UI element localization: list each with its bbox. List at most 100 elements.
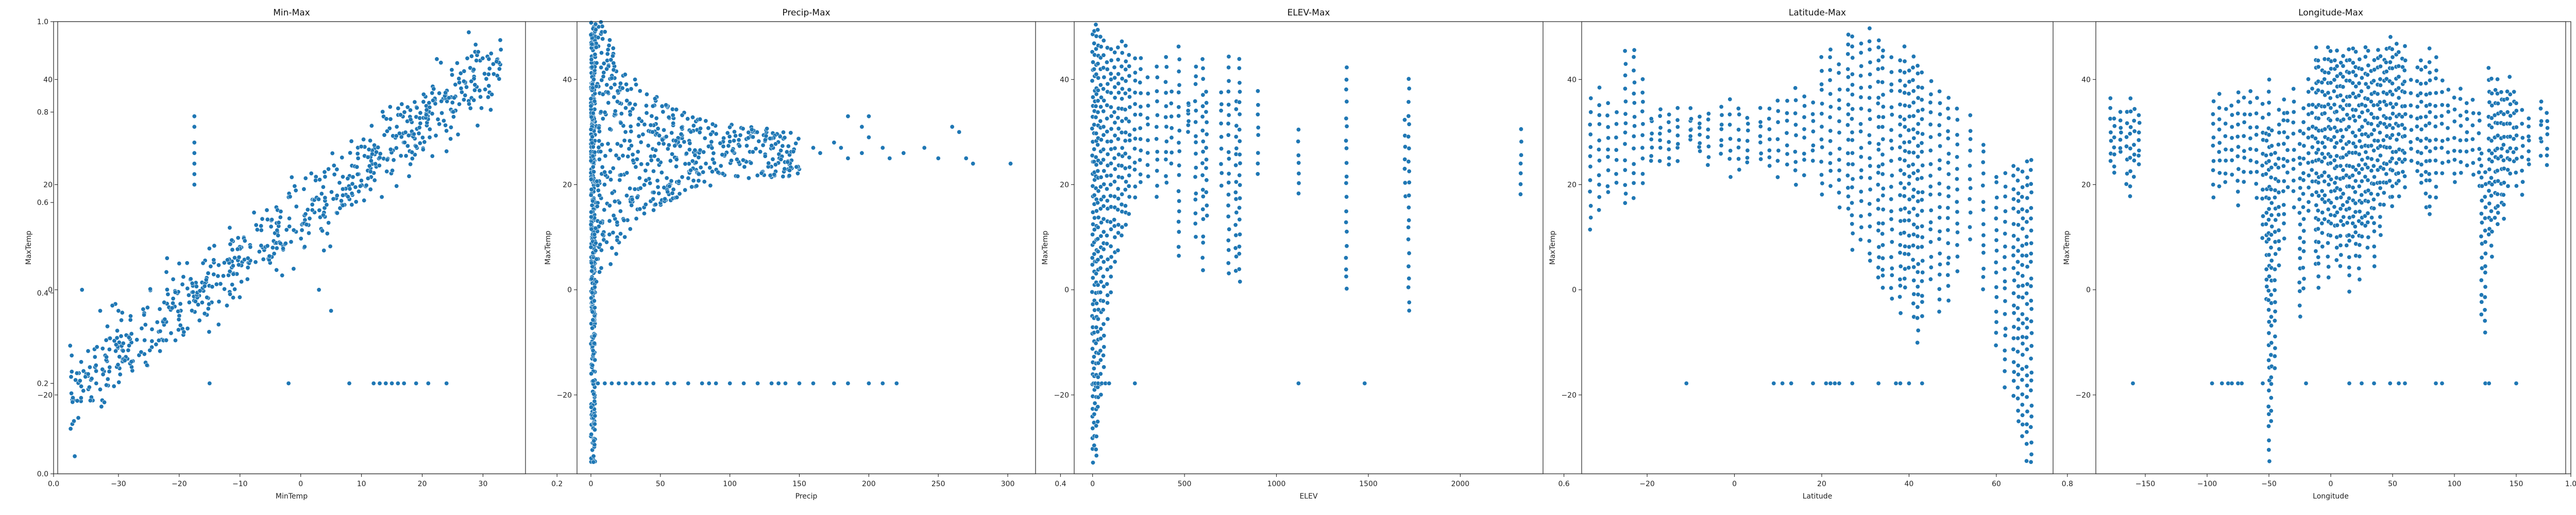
scatter-point [2266,438,2272,443]
scatter-point [2351,141,2356,146]
scatter-point [1098,184,1103,190]
scatter-point [366,147,371,152]
scatter-point [788,130,793,135]
scatter-point [475,123,480,128]
scatter-point [2400,169,2405,175]
scatter-point [2338,60,2344,65]
scatter-point [632,186,637,192]
scatter-point [1897,89,1903,94]
scatter-point [2316,239,2321,245]
scatter-point [93,363,98,368]
scatter-point [602,169,607,175]
scatter-point [590,310,595,315]
scatter-point [2365,199,2370,204]
scatter-point [222,260,227,265]
scatter-point [2266,112,2272,117]
scatter-point [466,30,471,35]
scatter-point [2273,217,2278,222]
scatter-point [726,143,731,148]
scatter-point [1204,190,1209,195]
scatter-point [762,153,768,159]
scatter-point [111,384,116,389]
scatter-point [1092,215,1097,220]
scatter-point [2108,116,2113,122]
scatter-point [155,320,160,325]
scatter-point [1095,200,1100,205]
scatter-point [301,186,307,192]
scatter-point [2255,95,2260,100]
scatter-point [2345,220,2350,226]
scatter-point [698,126,703,131]
scatter-point [2025,383,2030,388]
scatter-point [2390,184,2395,189]
scatter-point [1880,66,1885,71]
scatter-point [284,227,289,232]
scatter-point [1880,231,1885,236]
scatter-point [692,148,698,153]
scatter-point [81,388,86,393]
scatter-point [2260,163,2265,168]
scatter-point [2266,89,2272,94]
scatter-point [2272,195,2277,200]
scatter-point [2368,99,2374,104]
scatter-point [2338,252,2344,258]
scatter-point [1093,22,1098,27]
scatter-point [251,210,257,215]
subplot-frame [57,21,526,474]
scatter-point [1185,129,1191,134]
scatter-point [340,203,345,208]
scatter-point [1094,271,1099,276]
scatter-point [1095,257,1100,262]
scatter-point [2316,261,2321,266]
scatter-point [2025,282,2030,287]
scatter-point [2427,46,2432,51]
scatter-point [1631,196,1636,201]
scatter-point [1880,207,1886,212]
scatter-point [655,126,660,131]
scatter-point [1095,282,1100,287]
scatter-point [480,56,485,61]
scatter-point [2020,341,2025,346]
scatter-point [2300,204,2306,210]
scatter-point [2471,111,2476,116]
x-tick-label: 0 [298,480,303,488]
scatter-point [1109,254,1114,260]
scatter-point [1193,234,1198,239]
scatter-point [1098,254,1104,260]
scatter-point [2217,106,2222,111]
scatter-point [1850,150,1855,156]
scatter-point [2292,147,2297,152]
scatter-point [795,171,801,176]
scatter-point [2254,125,2259,130]
scatter-point [1793,159,1798,164]
scatter-point [753,146,758,151]
scatter-point [2359,381,2364,386]
scatter-point [1837,205,1842,210]
scatter-point [782,135,787,140]
scatter-point [2328,80,2333,85]
scatter-point [605,47,611,52]
scatter-point [437,122,442,127]
scatter-point [2390,55,2395,60]
scatter-point [2390,92,2395,97]
scatter-point [1745,155,1750,160]
scatter-point [2266,357,2272,363]
scatter-point [171,301,176,306]
scatter-point [1850,82,1855,88]
scatter-point [1928,173,1933,178]
scatter-point [1133,136,1138,141]
scatter-point [2012,278,2017,283]
scatter-point [1344,174,1349,179]
scatter-point [596,145,601,150]
scatter-point [718,163,723,168]
scatter-point [629,143,634,148]
scatter-point [1132,90,1138,95]
scatter-point [2127,155,2132,160]
scatter-point [2268,152,2274,157]
scatter-point [2127,131,2132,136]
scatter-point [497,66,502,72]
scatter-point [656,141,662,146]
scatter-point [2253,147,2259,152]
scatter-point [2254,195,2259,200]
scatter-point [1945,228,1951,233]
